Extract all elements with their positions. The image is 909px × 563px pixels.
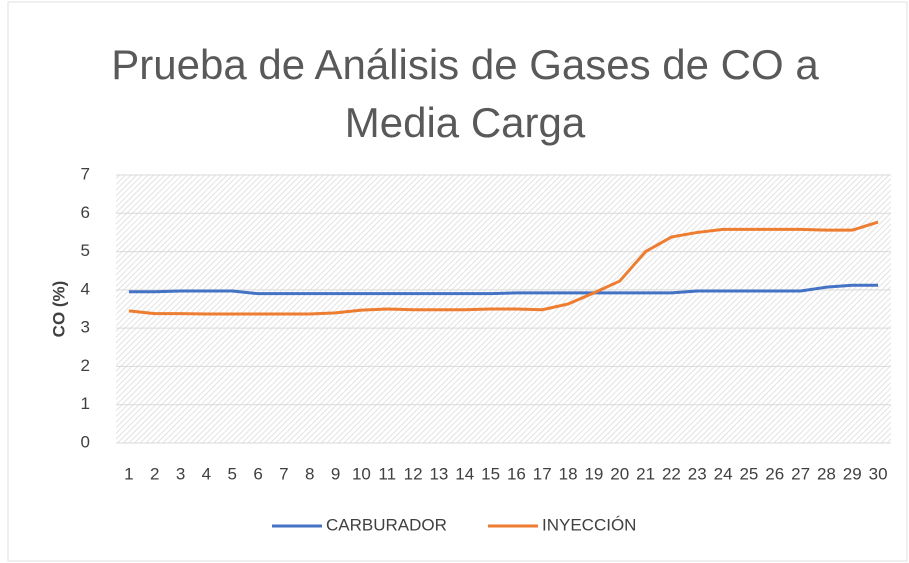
x-tick-label: 14 bbox=[455, 464, 474, 483]
x-tick-label: 21 bbox=[636, 464, 655, 483]
y-tick-label: 1 bbox=[81, 394, 90, 413]
series-line bbox=[128, 283, 879, 296]
x-tick-label: 27 bbox=[791, 464, 810, 483]
x-tick-label: 28 bbox=[817, 464, 836, 483]
x-tick-label: 25 bbox=[739, 464, 758, 483]
x-tick-label: 2 bbox=[150, 464, 159, 483]
x-tick-label: 3 bbox=[176, 464, 185, 483]
y-tick-label: 7 bbox=[81, 164, 90, 183]
x-tick-label: 6 bbox=[253, 464, 262, 483]
x-tick-label: 30 bbox=[869, 464, 888, 483]
y-tick-label: 4 bbox=[81, 279, 90, 298]
x-tick-label: 7 bbox=[279, 464, 288, 483]
x-tick-label: 20 bbox=[610, 464, 629, 483]
x-tick-label: 24 bbox=[714, 464, 733, 483]
y-axis-label: CO (%) bbox=[49, 281, 68, 338]
x-tick-label: 4 bbox=[202, 464, 211, 483]
legend-label: CARBURADOR bbox=[326, 515, 447, 534]
x-tick-label: 19 bbox=[584, 464, 603, 483]
x-tick-label: 13 bbox=[429, 464, 448, 483]
x-tick-label: 22 bbox=[662, 464, 681, 483]
x-tick-label: 29 bbox=[843, 464, 862, 483]
x-tick-label: 23 bbox=[688, 464, 707, 483]
y-tick-label: 3 bbox=[81, 318, 90, 337]
y-tick-label: 2 bbox=[81, 356, 90, 375]
x-tick-label: 8 bbox=[305, 464, 314, 483]
x-tick-label: 18 bbox=[559, 464, 578, 483]
chart-border bbox=[7, 1, 908, 562]
x-tick-label: 12 bbox=[404, 464, 423, 483]
y-tick-label: 6 bbox=[81, 203, 90, 222]
x-tick-label: 26 bbox=[765, 464, 784, 483]
chart-title: Prueba de Análisis de Gases de CO a Medi… bbox=[111, 41, 819, 146]
y-tick-label: 0 bbox=[81, 432, 90, 451]
x-tick-label: 15 bbox=[481, 464, 500, 483]
y-tick-label: 5 bbox=[81, 241, 90, 260]
x-tick-label: 11 bbox=[378, 464, 396, 483]
legend-label: INYECCIÓN bbox=[542, 515, 636, 534]
x-tick-label: 1 bbox=[124, 464, 133, 483]
x-tick-label: 17 bbox=[533, 464, 552, 483]
x-tick-label: 16 bbox=[507, 464, 526, 483]
x-tick-label: 9 bbox=[331, 464, 340, 483]
x-tick-label: 5 bbox=[228, 464, 237, 483]
x-tick-label: 10 bbox=[352, 464, 371, 483]
series-line bbox=[128, 220, 879, 316]
